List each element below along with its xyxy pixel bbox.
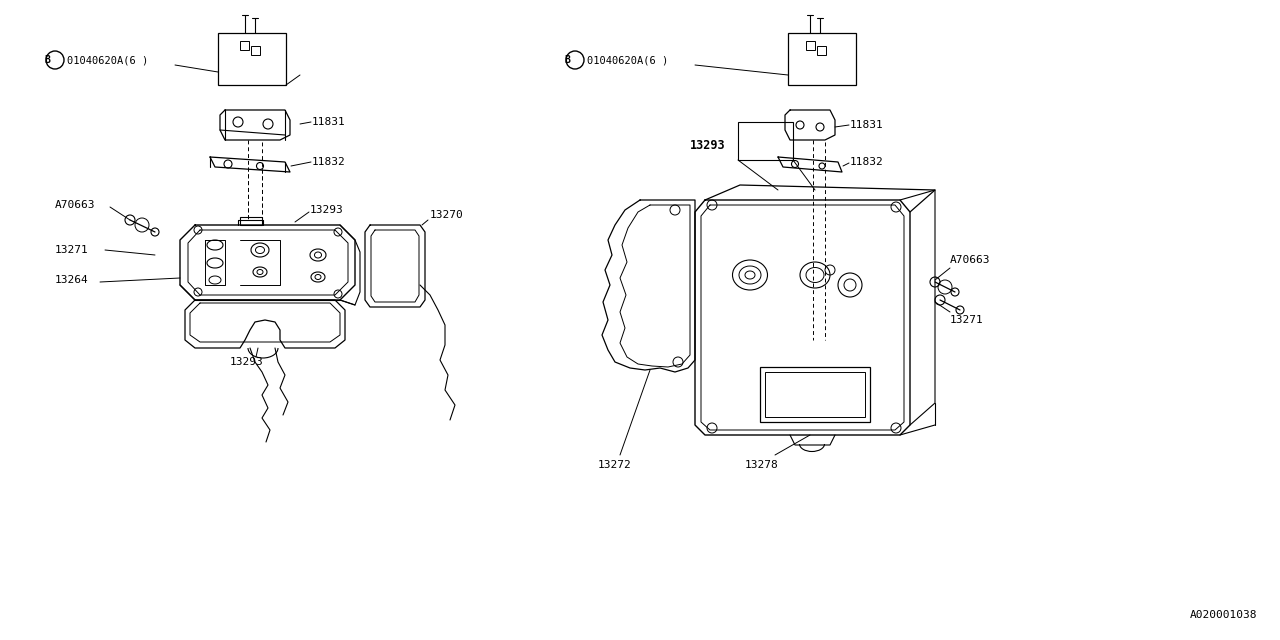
Bar <box>241 217 262 225</box>
Text: 01040620A(6 ): 01040620A(6 ) <box>67 55 148 65</box>
Text: 13270: 13270 <box>430 210 463 220</box>
Text: A70663: A70663 <box>950 255 991 265</box>
Text: 13293: 13293 <box>310 205 344 215</box>
Text: 13278: 13278 <box>745 460 778 470</box>
Text: 11832: 11832 <box>850 157 883 167</box>
Text: 13293: 13293 <box>690 138 726 152</box>
Bar <box>806 41 815 50</box>
Text: B: B <box>44 55 50 65</box>
Bar <box>251 46 260 55</box>
Bar <box>765 372 865 417</box>
Text: A020001038: A020001038 <box>1190 610 1257 620</box>
Text: 11832: 11832 <box>312 157 346 167</box>
Text: 13271: 13271 <box>55 245 88 255</box>
Bar <box>241 41 250 50</box>
Text: 11831: 11831 <box>312 117 346 127</box>
Bar <box>739 122 794 160</box>
Text: 13293: 13293 <box>230 357 264 367</box>
Text: B: B <box>564 55 570 65</box>
Bar <box>817 46 826 55</box>
Text: 01040620A(6 ): 01040620A(6 ) <box>588 55 668 65</box>
Bar <box>788 33 856 85</box>
Bar <box>760 367 870 422</box>
Text: 13271: 13271 <box>950 315 984 325</box>
Text: 11831: 11831 <box>850 120 883 130</box>
Text: 13264: 13264 <box>55 275 88 285</box>
Text: 13272: 13272 <box>598 460 632 470</box>
Bar <box>218 33 285 85</box>
Text: A70663: A70663 <box>55 200 96 210</box>
